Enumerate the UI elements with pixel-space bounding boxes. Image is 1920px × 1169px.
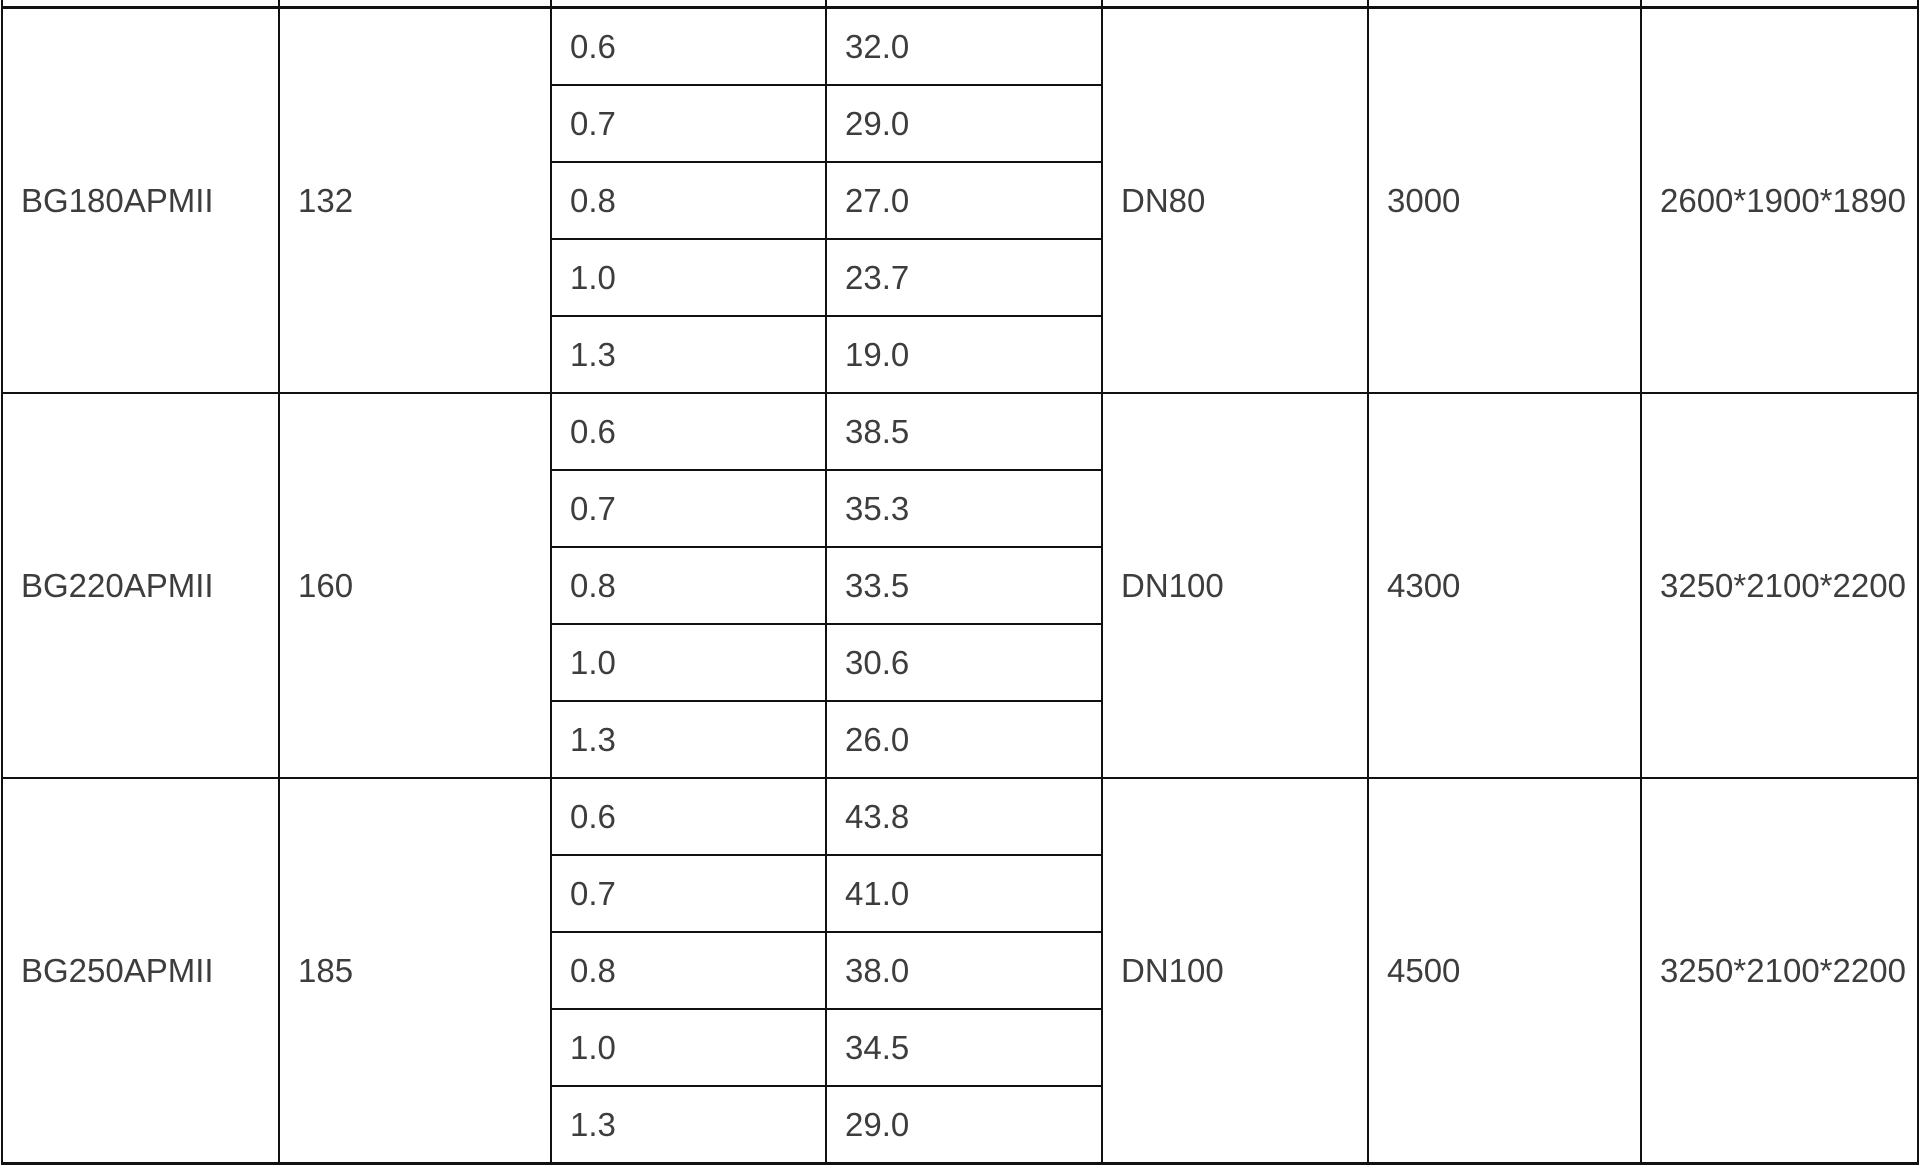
table-group-bg220: BG220APMII 160 0.6 38.5 DN100 4300 3250*…: [1, 392, 1919, 779]
value-cell: 26.0: [825, 700, 1103, 779]
table-row: 1.3 19.0: [2, 315, 1918, 394]
partial-cell: [278, 0, 552, 9]
partial-cell: [825, 0, 1103, 9]
table-row: BG220APMII 160 0.6 38.5 DN100 4300 3250*…: [1, 392, 1919, 779]
value-cell: 33.5: [825, 546, 1103, 625]
partial-cell: [1101, 0, 1369, 9]
numeric-cell: 4500: [1367, 777, 1642, 1165]
power-cell: 132: [278, 6, 552, 394]
ratio-cell: 0.6: [550, 392, 827, 471]
model-cell: BG250APMII: [1, 777, 280, 1165]
table-row: 1.0 30.6: [2, 623, 1918, 702]
partial-cell: [1640, 0, 1919, 9]
value-cell: 30.6: [825, 623, 1103, 702]
value-cell: 34.5: [825, 1008, 1103, 1087]
table-group-bg250: BG250APMII 185 0.6 43.8 DN100 4500 3250*…: [1, 777, 1919, 1165]
table-row: 0.7 35.3: [2, 469, 1918, 548]
value-cell: 32.0: [825, 6, 1103, 86]
table-row: 1.0 23.7: [2, 238, 1918, 317]
ratio-cell: 0.8: [550, 931, 827, 1010]
ratio-cell: 1.3: [550, 1085, 827, 1165]
model-cell: BG220APMII: [1, 392, 280, 779]
table-row: BG180APMII 132 0.6 32.0 DN80 3000 2600*1…: [1, 6, 1919, 394]
numeric-cell: 4300: [1367, 392, 1642, 779]
table-row: 1.0 34.5: [2, 1008, 1918, 1087]
value-cell: 43.8: [825, 777, 1103, 856]
ratio-cell: 1.3: [550, 315, 827, 394]
value-cell: 41.0: [825, 854, 1103, 933]
value-cell: 27.0: [825, 161, 1103, 240]
dn-cell: DN100: [1101, 777, 1369, 1165]
ratio-cell: 1.3: [550, 700, 827, 779]
ratio-cell: 0.7: [550, 84, 827, 163]
table-row: 0.7 29.0: [2, 84, 1918, 163]
ratio-cell: 0.8: [550, 161, 827, 240]
value-cell: 38.0: [825, 931, 1103, 1010]
power-cell: 160: [278, 392, 552, 779]
numeric-cell: 3000: [1367, 6, 1642, 394]
value-cell: 19.0: [825, 315, 1103, 394]
value-cell: 23.7: [825, 238, 1103, 317]
partial-cell: [1367, 0, 1642, 9]
value-cell: 35.3: [825, 469, 1103, 548]
ratio-cell: 1.0: [550, 238, 827, 317]
ratio-cell: 1.0: [550, 623, 827, 702]
ratio-cell: 0.8: [550, 546, 827, 625]
dimensions-cell: 3250*2100*2200: [1640, 777, 1919, 1165]
ratio-cell: 0.7: [550, 469, 827, 548]
table-row: BG250APMII 185 0.6 43.8 DN100 4500 3250*…: [1, 777, 1919, 1165]
value-cell: 29.0: [825, 84, 1103, 163]
table-row: 0.8 33.5: [2, 546, 1918, 625]
dn-cell: DN100: [1101, 392, 1369, 779]
dn-cell: DN80: [1101, 6, 1369, 394]
ratio-cell: 1.0: [550, 1008, 827, 1087]
ratio-cell: 0.6: [550, 6, 827, 86]
dimensions-cell: 2600*1900*1890: [1640, 6, 1919, 394]
power-cell: 185: [278, 777, 552, 1165]
table-row: 0.8 27.0: [2, 161, 1918, 240]
partial-cell: [550, 0, 827, 9]
ratio-cell: 0.7: [550, 854, 827, 933]
value-cell: 29.0: [825, 1085, 1103, 1165]
table-row: 1.3 26.0: [2, 700, 1918, 779]
partial-row: [1, 0, 1919, 9]
partial-cell: [1, 0, 280, 9]
table-group-bg180: BG180APMII 132 0.6 32.0 DN80 3000 2600*1…: [1, 6, 1919, 394]
table-row: 0.8 38.0: [2, 931, 1918, 1010]
value-cell: 38.5: [825, 392, 1103, 471]
dimensions-cell: 3250*2100*2200: [1640, 392, 1919, 779]
partial-row-group: [1, 0, 1919, 9]
table-row: 1.3 29.0: [2, 1085, 1918, 1165]
model-cell: BG180APMII: [1, 6, 280, 394]
ratio-cell: 0.6: [550, 777, 827, 856]
table-row: 0.7 41.0: [2, 854, 1918, 933]
